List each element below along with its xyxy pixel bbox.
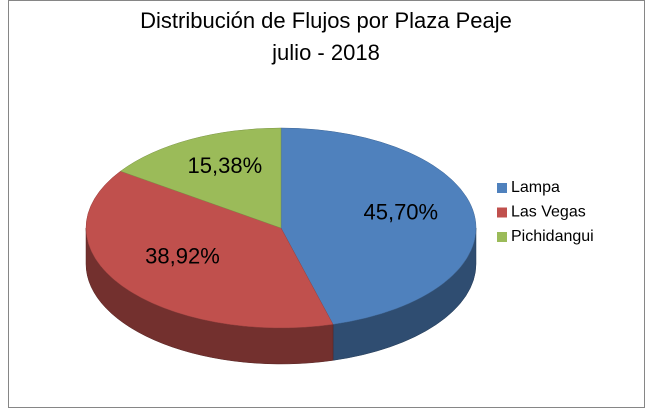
legend-swatch (497, 183, 507, 193)
legend-label: Pichidangui (511, 228, 594, 245)
slice (120, 127, 282, 229)
legend-swatch (497, 207, 507, 218)
legend-label: Las Vegas (511, 204, 586, 221)
data-label: 15,38% (188, 153, 263, 178)
chart-subtitle: julio - 2018 (271, 40, 380, 65)
data-label: 38,92% (145, 244, 220, 269)
legend-swatch (497, 232, 507, 242)
slice (85, 170, 334, 329)
slice (280, 127, 477, 325)
chart-title: Distribución de Flujos por Plaza Peaje (140, 8, 512, 33)
legend-label: Lampa (511, 179, 560, 196)
data-label: 45,70% (363, 199, 438, 224)
